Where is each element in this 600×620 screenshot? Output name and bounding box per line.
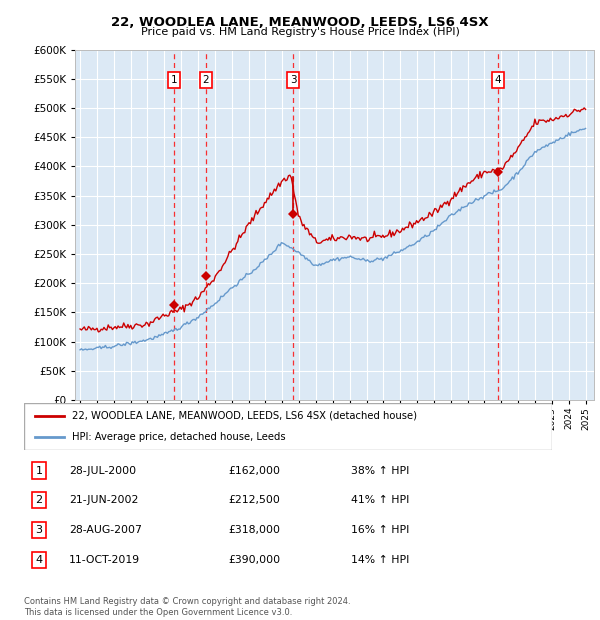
- Text: 4: 4: [494, 75, 501, 85]
- Text: HPI: Average price, detached house, Leeds: HPI: Average price, detached house, Leed…: [71, 432, 285, 442]
- Text: 3: 3: [35, 525, 43, 535]
- Text: £390,000: £390,000: [228, 555, 280, 565]
- Text: £162,000: £162,000: [228, 466, 280, 476]
- FancyBboxPatch shape: [24, 403, 552, 450]
- Text: 1: 1: [170, 75, 177, 85]
- Text: £318,000: £318,000: [228, 525, 280, 535]
- Text: 28-JUL-2000: 28-JUL-2000: [69, 466, 136, 476]
- Text: £212,500: £212,500: [228, 495, 280, 505]
- Text: 21-JUN-2002: 21-JUN-2002: [69, 495, 139, 505]
- Text: 2: 2: [203, 75, 209, 85]
- Text: 1: 1: [35, 466, 43, 476]
- Text: 3: 3: [290, 75, 296, 85]
- Text: 14% ↑ HPI: 14% ↑ HPI: [351, 555, 409, 565]
- Text: 2: 2: [35, 495, 43, 505]
- Text: 22, WOODLEA LANE, MEANWOOD, LEEDS, LS6 4SX: 22, WOODLEA LANE, MEANWOOD, LEEDS, LS6 4…: [111, 16, 489, 29]
- Text: 28-AUG-2007: 28-AUG-2007: [69, 525, 142, 535]
- Text: 22, WOODLEA LANE, MEANWOOD, LEEDS, LS6 4SX (detached house): 22, WOODLEA LANE, MEANWOOD, LEEDS, LS6 4…: [71, 410, 416, 420]
- Text: 16% ↑ HPI: 16% ↑ HPI: [351, 525, 409, 535]
- Text: Price paid vs. HM Land Registry's House Price Index (HPI): Price paid vs. HM Land Registry's House …: [140, 27, 460, 37]
- Text: 4: 4: [35, 555, 43, 565]
- Text: 41% ↑ HPI: 41% ↑ HPI: [351, 495, 409, 505]
- Text: 11-OCT-2019: 11-OCT-2019: [69, 555, 140, 565]
- Text: 38% ↑ HPI: 38% ↑ HPI: [351, 466, 409, 476]
- Text: Contains HM Land Registry data © Crown copyright and database right 2024.
This d: Contains HM Land Registry data © Crown c…: [24, 598, 350, 617]
